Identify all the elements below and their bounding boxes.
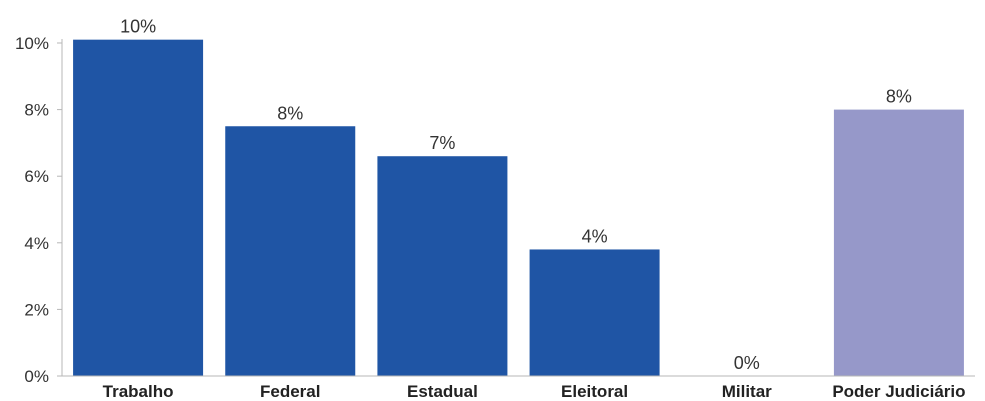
- x-category-label-3: Eleitoral: [561, 382, 628, 401]
- bar-5: [833, 109, 964, 376]
- y-axis: 0% 2% 4% 6% 8% 10%: [15, 34, 63, 386]
- data-label-4: 0%: [734, 353, 760, 373]
- data-labels-group: 10% 8% 7% 4% 0% 8%: [120, 17, 912, 373]
- data-label-0: 10%: [120, 17, 156, 37]
- bar-1: [225, 126, 356, 376]
- x-axis: Trabalho Federal Estadual Eleitoral Militar P…: [62, 375, 975, 401]
- bar-3: [529, 249, 660, 376]
- y-tick-label: 8%: [24, 101, 49, 120]
- y-tick-label: 10%: [15, 34, 49, 53]
- x-category-label-0: Trabalho: [103, 382, 174, 401]
- bar-2: [377, 156, 508, 376]
- data-label-5: 8%: [886, 87, 912, 107]
- y-tick-label: 0%: [24, 367, 49, 386]
- bars-group: [73, 39, 964, 377]
- y-tick-label: 4%: [24, 234, 49, 253]
- data-label-3: 4%: [582, 226, 608, 246]
- data-label-1: 8%: [277, 103, 303, 123]
- x-category-label-4: Militar: [722, 382, 772, 401]
- y-tick-label: 6%: [24, 167, 49, 186]
- bar-0: [73, 39, 204, 377]
- data-label-2: 7%: [429, 133, 455, 153]
- x-category-label-2: Estadual: [407, 382, 478, 401]
- x-category-label-5: Poder Judiciário: [832, 382, 965, 401]
- y-tick-label: 2%: [24, 300, 49, 319]
- x-category-label-1: Federal: [260, 382, 320, 401]
